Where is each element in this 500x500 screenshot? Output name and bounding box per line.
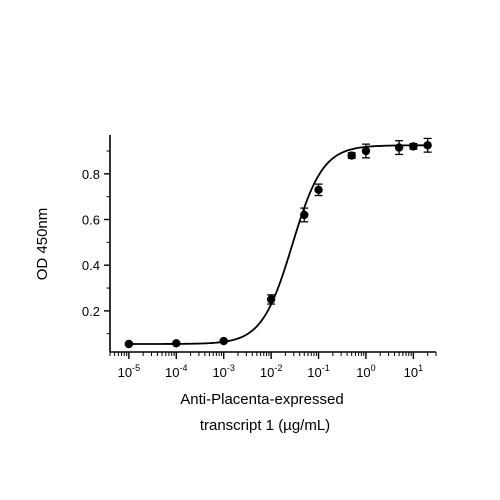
- data-point: [219, 336, 228, 346]
- x-tick-group: 10-5 10-4 10-3 10-2 10-1 100 101: [109, 352, 437, 380]
- x-tick-label: 100: [356, 363, 375, 380]
- x-tick-label: 101: [404, 363, 423, 380]
- x-tick-label: 10-3: [212, 363, 234, 380]
- data-point: [409, 142, 418, 151]
- x-tick-label: 10-1: [307, 363, 329, 380]
- x-axis-title-line1: Anti-Placenta-expressed: [180, 391, 343, 408]
- data-point: [266, 295, 276, 304]
- data-point: [314, 185, 323, 195]
- data-point: [347, 151, 356, 160]
- x-tick-label: 10-5: [118, 363, 140, 380]
- data-point: [394, 143, 404, 152]
- y-axis-title: OD 450nm: [34, 208, 51, 281]
- y-tick-label: 0.8: [82, 167, 100, 182]
- y-axis: 0.2 0.4 0.6 0.8: [82, 135, 111, 352]
- data-points: [124, 137, 432, 349]
- x-tick-label: 10-2: [260, 363, 282, 380]
- data-point: [172, 339, 181, 348]
- y-tick-label: 0.6: [82, 213, 100, 228]
- data-point: [423, 141, 432, 150]
- data-point: [361, 146, 371, 156]
- x-tick-label: 10-4: [165, 363, 187, 380]
- y-tick-label: 0.2: [82, 304, 100, 319]
- y-tick-group: 0.2 0.4 0.6 0.8: [82, 150, 110, 335]
- x-axis: 10-5 10-4 10-3 10-2 10-1 100 101: [109, 351, 437, 380]
- x-axis-title-line2: transcript 1 (µg/mL): [200, 417, 330, 434]
- data-point: [300, 210, 309, 220]
- y-tick-label: 0.4: [82, 258, 100, 273]
- fit-curve: [128, 144, 428, 345]
- data-point: [124, 339, 134, 349]
